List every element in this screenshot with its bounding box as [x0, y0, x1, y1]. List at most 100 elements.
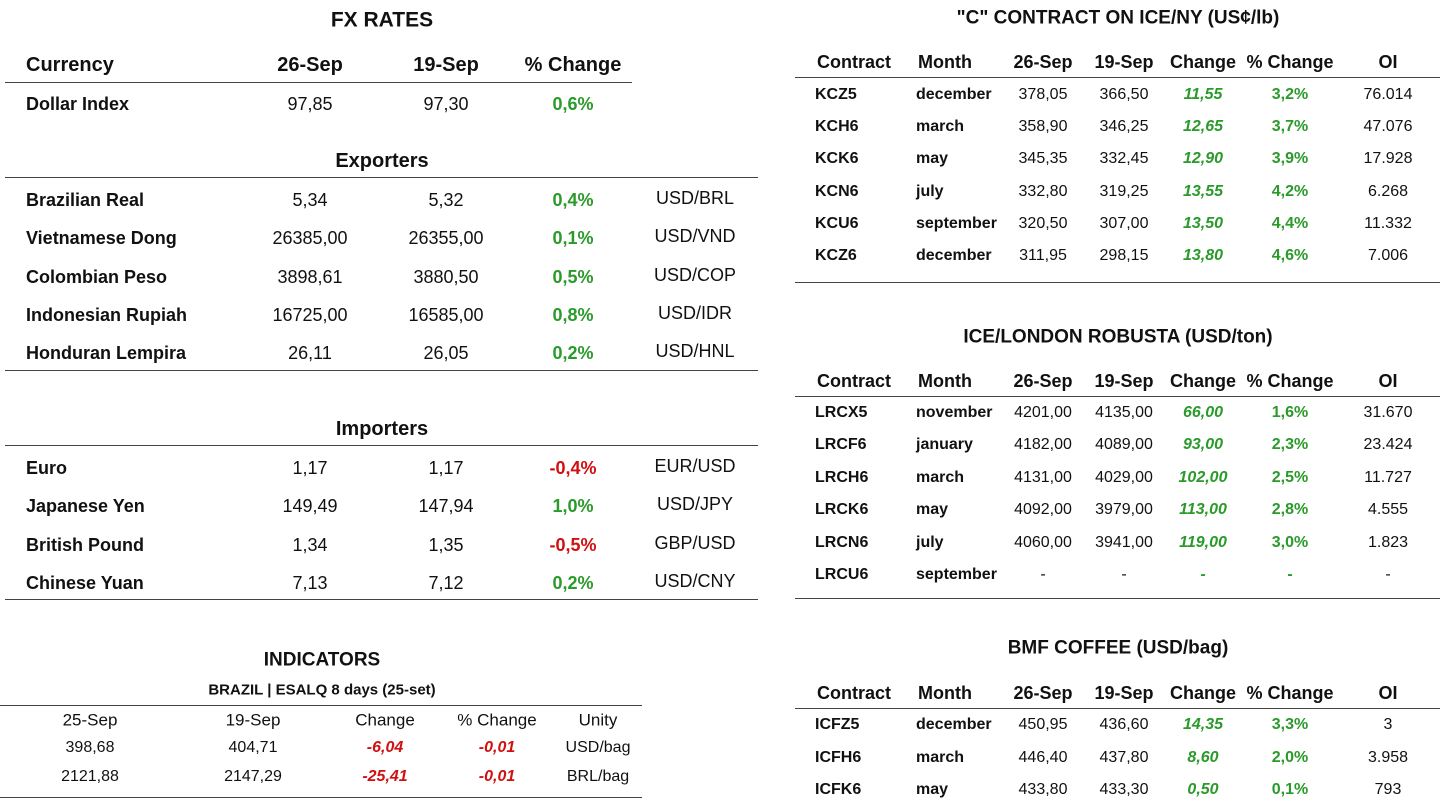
- cell: 26385,00: [272, 228, 348, 249]
- cell: 7.006: [1367, 247, 1409, 264]
- contract-code: LRCX5: [815, 404, 868, 421]
- cell: 16725,00: [272, 304, 348, 325]
- currency-name: British Pound: [26, 534, 144, 555]
- cell: 26355,00: [408, 228, 484, 249]
- cell: -0,4%: [549, 458, 597, 478]
- cell: 793: [1374, 781, 1402, 798]
- column-header: Unity: [578, 710, 618, 730]
- cell: 1.823: [1367, 533, 1409, 551]
- column-header: OI: [1378, 683, 1398, 703]
- cell: -: [1040, 566, 1046, 583]
- column-header: Contract: [817, 52, 892, 72]
- cell: 433,80: [1018, 781, 1068, 798]
- cell: march: [916, 468, 965, 486]
- contract-code: LRCN6: [815, 533, 869, 551]
- cell: 26,11: [288, 343, 332, 364]
- cell: 113,00: [1179, 501, 1227, 519]
- column-header: 19-Sep: [413, 54, 479, 76]
- cell: 2,0%: [1271, 748, 1309, 766]
- cell: 2,5%: [1271, 468, 1309, 486]
- cell: 1,17: [428, 458, 464, 478]
- column-header: OI: [1378, 371, 1398, 391]
- cell: 307,00: [1099, 214, 1149, 232]
- column-header: 26-Sep: [1013, 371, 1073, 391]
- cell: USD/bag: [565, 739, 631, 756]
- column-header: 19-Sep: [1094, 371, 1154, 391]
- cell: 3,2%: [1271, 86, 1309, 103]
- cell: 17.928: [1363, 150, 1413, 168]
- cell: 4,2%: [1271, 182, 1309, 200]
- cell: 4201,00: [1014, 404, 1072, 421]
- cell: 4,4%: [1271, 214, 1309, 232]
- cell: -0,01: [478, 768, 516, 785]
- column-header: % Change: [1246, 52, 1334, 72]
- column-header: Change: [1169, 371, 1237, 391]
- column-header: 19-Sep: [1094, 52, 1154, 72]
- cell: 3,9%: [1271, 150, 1309, 168]
- contract-code: ICFH6: [815, 748, 862, 766]
- contract-code: KCZ5: [815, 86, 857, 103]
- cell: 332,80: [1018, 182, 1068, 200]
- cell: 320,50: [1018, 214, 1068, 232]
- column-header: 26-Sep: [1013, 52, 1073, 72]
- column-header: OI: [1378, 52, 1398, 72]
- currency-name: Chinese Yuan: [26, 572, 144, 593]
- rule: [795, 396, 1440, 397]
- cell: 446,40: [1018, 748, 1068, 766]
- column-header: Month: [918, 683, 972, 703]
- cell: 149,49: [282, 496, 338, 517]
- rule: [795, 77, 1440, 78]
- cell: 398,68: [65, 739, 115, 756]
- cell: 2,3%: [1271, 436, 1309, 454]
- column-header: % Change: [1246, 683, 1334, 703]
- contract-code: LRCH6: [815, 468, 869, 486]
- currency-name: Colombian Peso: [26, 266, 168, 287]
- cell: 319,25: [1099, 182, 1149, 200]
- cell: march: [916, 118, 965, 136]
- cell: -0,5%: [549, 534, 597, 555]
- subtitle: BRAZIL | ESALQ 8 days (25-set): [208, 681, 436, 699]
- currency-name: Dollar Index: [26, 94, 130, 114]
- cell: USD/IDR: [657, 302, 733, 323]
- cell: 298,15: [1099, 247, 1149, 264]
- cell: 7,12: [428, 572, 464, 593]
- cell: 31.670: [1363, 404, 1413, 421]
- cell: 0,50: [1187, 781, 1219, 798]
- cell: 3880,50: [413, 266, 479, 287]
- section-title: INDICATORS: [263, 649, 381, 671]
- currency-name: Japanese Yen: [26, 496, 145, 517]
- cell: 4092,00: [1014, 501, 1072, 519]
- cell: 12,90: [1182, 150, 1224, 168]
- cell: 450,95: [1018, 716, 1068, 733]
- column-header: Month: [918, 371, 972, 391]
- cell: 0,6%: [552, 94, 594, 114]
- cell: 11.332: [1364, 214, 1412, 232]
- currency-name: Indonesian Rupiah: [26, 304, 188, 325]
- cell: 2121,88: [61, 768, 119, 785]
- cell: 4089,00: [1095, 436, 1153, 454]
- cell: 366,50: [1099, 86, 1149, 103]
- cell: 437,80: [1099, 748, 1149, 766]
- column-header: % Change: [524, 54, 622, 76]
- cell: 311,95: [1019, 247, 1067, 264]
- contract-code: KCN6: [815, 182, 859, 200]
- section-title: Importers: [335, 418, 429, 440]
- cell: -0,01: [478, 739, 516, 756]
- cell: 2147,29: [224, 768, 282, 785]
- column-header: Contract: [817, 371, 892, 391]
- contract-code: LRCU6: [815, 566, 869, 583]
- cell: december: [916, 86, 992, 103]
- cell: 47.076: [1363, 118, 1413, 136]
- currency-name: Honduran Lempira: [26, 343, 187, 364]
- cell: 16585,00: [408, 304, 484, 325]
- cell: -25,41: [362, 768, 408, 785]
- cell: -: [1121, 566, 1127, 583]
- cell: -: [1385, 566, 1391, 583]
- rule: [795, 708, 1440, 709]
- cell: 66,00: [1182, 404, 1224, 421]
- column-header: 19-Sep: [1094, 683, 1154, 703]
- cell: 3,3%: [1271, 716, 1309, 733]
- section-title: Exporters: [335, 150, 429, 172]
- column-header: 26-Sep: [277, 54, 343, 76]
- contract-code: KCH6: [815, 118, 859, 136]
